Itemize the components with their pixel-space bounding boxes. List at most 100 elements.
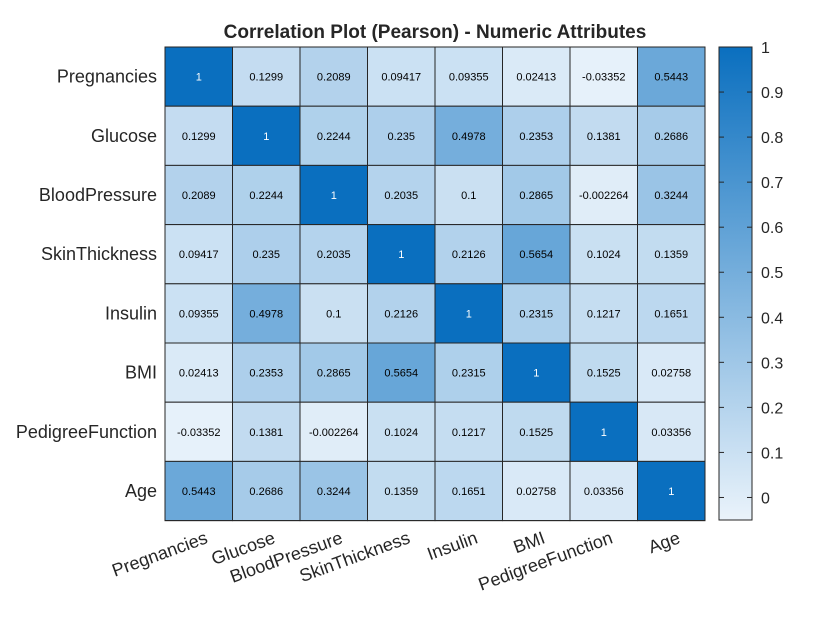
cell-value-label: 0.2126: [452, 249, 486, 261]
heatmap-cell: [434, 283, 503, 344]
cell-value-label: 0.1525: [587, 368, 621, 380]
cell-value-label: 0.1299: [249, 72, 283, 84]
heatmap-cell: [367, 46, 436, 107]
cell-value-label: -0.03352: [582, 72, 625, 84]
cell-value-label: 0.3244: [654, 190, 688, 202]
cell-value-label: 0.235: [387, 131, 415, 143]
heatmap-cell: [569, 224, 638, 285]
heatmap-cell: [637, 342, 706, 403]
cell-value-label: -0.03352: [177, 427, 220, 439]
heatmap-cell: [299, 460, 368, 522]
heatmap-cells: 1 0.1299 0.2089 0.09417 0.09355 0.02413 -0.033…: [164, 46, 706, 522]
colorbar-tick-label: 0.1: [761, 445, 783, 462]
cell-value-label: 0.5654: [519, 249, 553, 261]
cell-value-label: 0.2035: [317, 249, 351, 261]
heatmap-cell: [232, 46, 301, 107]
cell-value-label: 0.2244: [249, 190, 283, 202]
cell-value-label: 0.1381: [249, 427, 283, 439]
cell-value-label: 0.1024: [384, 427, 418, 439]
row-label: BMI: [125, 363, 157, 383]
cell-value-label: 0.1381: [587, 131, 621, 143]
row-label: Pregnancies: [57, 67, 157, 87]
heatmap-cell: [637, 283, 706, 344]
cell-value-label: 0.1359: [384, 486, 418, 498]
heatmap-cell: [569, 342, 638, 403]
cell-value-label: 0.235: [252, 249, 280, 261]
cell-value-label: 1: [466, 308, 472, 320]
colorbar-tick-label: 0.7: [761, 175, 783, 192]
cell-value-label: 0.03356: [584, 486, 624, 498]
cell-value-label: 0.02413: [516, 72, 556, 84]
cell-value-label: 0.02758: [651, 368, 691, 380]
cell-value-label: 0.1651: [654, 308, 688, 320]
cell-value-label: 0.2353: [249, 368, 283, 380]
cell-value-label: 1: [263, 131, 269, 143]
cell-value-label: 0.1024: [587, 249, 621, 261]
cell-value-label: 0.4978: [249, 308, 283, 320]
cell-value-label: 0.2089: [182, 190, 216, 202]
colorbar-tick-label: 0.3: [761, 355, 783, 372]
colorbar-tick-label: 0.4: [761, 310, 783, 327]
cell-value-label: 0.2089: [317, 72, 351, 84]
heatmap-cell: [299, 342, 368, 403]
cell-value-label: 0.3244: [317, 486, 351, 498]
cell-value-label: 0.1651: [452, 486, 486, 498]
column-label: Pregnancies: [109, 528, 210, 581]
heatmap-cell: [637, 46, 706, 107]
colorbar-tick-label: 0.2: [761, 400, 783, 417]
heatmap-cell: [367, 164, 436, 226]
cell-value-label: 0.1217: [452, 427, 486, 439]
cell-value-label: 1: [196, 72, 202, 84]
cell-value-label: 0.09417: [179, 249, 219, 261]
cell-value-label: 0.2865: [317, 368, 351, 380]
row-label: Age: [125, 481, 157, 501]
heatmap-cell: [367, 105, 436, 166]
cell-value-label: 0.2686: [249, 486, 283, 498]
heatmap-cell: [232, 105, 301, 166]
heatmap-cell: [164, 224, 233, 285]
cell-value-label: 1: [331, 190, 337, 202]
column-label: Insulin: [424, 528, 480, 565]
cell-value-label: 0.2315: [519, 308, 553, 320]
cell-value-label: 0.2353: [519, 131, 553, 143]
heatmap-cell: [637, 401, 706, 462]
heatmap-cell: [502, 105, 571, 166]
heatmap-cell: [434, 401, 503, 462]
column-label: PedigreeFunction: [476, 528, 615, 595]
heatmap-cell: [434, 342, 503, 403]
heatmap-cell: [299, 401, 368, 462]
heatmap-frame: [164, 46, 706, 522]
colorbar: 0 0.1 0.2 0.3 0.4 0.5 0.6 0.7 0.8 0.9 1: [718, 40, 783, 521]
heatmap-cell: [164, 46, 233, 107]
cell-value-label: -0.002264: [579, 190, 629, 202]
cell-value-label: 0.1217: [587, 308, 621, 320]
cell-value-label: 0.1299: [182, 131, 216, 143]
cell-value-label: 1: [668, 486, 674, 498]
heatmap-cell: [569, 401, 638, 462]
row-label: Glucose: [91, 126, 157, 146]
heatmap-cell: [502, 401, 571, 462]
cell-value-label: 0.2244: [317, 131, 351, 143]
heatmap-cell: [299, 164, 368, 226]
cell-value-label: 0.2035: [384, 190, 418, 202]
cell-value-label: 0.1525: [519, 427, 553, 439]
cell-value-label: 0.4978: [452, 131, 486, 143]
cell-value-label: 0.1359: [654, 249, 688, 261]
chart-title: Correlation Plot (Pearson) - Numeric Att…: [224, 22, 647, 43]
cell-value-label: -0.002264: [309, 427, 359, 439]
row-label: BloodPressure: [39, 185, 157, 205]
column-label: Age: [646, 528, 683, 558]
cell-value-label: 0.2315: [452, 368, 486, 380]
heatmap-cell: [637, 460, 706, 522]
cell-value-label: 0.2686: [654, 131, 688, 143]
heatmap-cell: [164, 401, 233, 462]
heatmap-cell: [232, 164, 301, 226]
cell-value-label: 0.2126: [384, 308, 418, 320]
colorbar-gradient: [718, 46, 753, 521]
colorbar-tick-label: 0.5: [761, 265, 783, 282]
row-label: PedigreeFunction: [16, 422, 157, 442]
heatmap-cell: [569, 283, 638, 344]
heatmap-cell: [232, 342, 301, 403]
